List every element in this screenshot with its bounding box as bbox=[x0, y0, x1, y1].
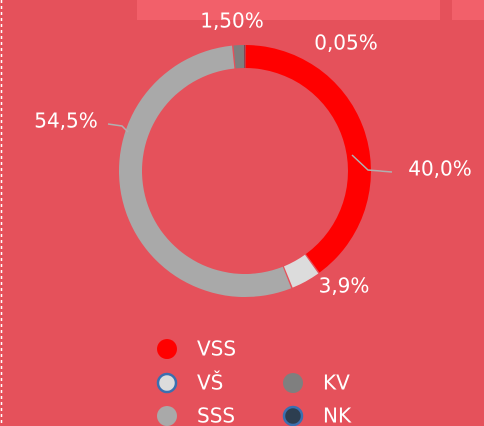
legend-label: SSS bbox=[197, 404, 235, 426]
donut-segment bbox=[245, 45, 372, 273]
labels: 40,0% 3,9% 54,5% 1,50% 0,05% bbox=[34, 9, 472, 298]
top-panel bbox=[137, 0, 440, 20]
legend: VSS VŠ SSS KV NK bbox=[156, 337, 352, 426]
legend-label: VSS bbox=[197, 337, 236, 361]
data-label: 1,50% bbox=[200, 9, 264, 33]
donut-segment bbox=[119, 45, 292, 297]
data-label: 0,05% bbox=[314, 31, 378, 55]
donut-segment bbox=[244, 45, 246, 69]
top-panel bbox=[452, 0, 484, 20]
data-label: 54,5% bbox=[34, 109, 98, 133]
legend-marker bbox=[156, 372, 178, 394]
legend-marker bbox=[282, 405, 304, 426]
donut-segment bbox=[233, 45, 245, 69]
legend-marker bbox=[157, 406, 177, 426]
data-label: 3,9% bbox=[319, 274, 370, 298]
data-label: 40,0% bbox=[408, 157, 472, 181]
legend-marker bbox=[157, 339, 177, 359]
donut-segment bbox=[283, 254, 319, 288]
legend-label: KV bbox=[323, 371, 350, 395]
leader-line bbox=[351, 154, 393, 173]
legend-marker bbox=[283, 373, 303, 393]
donut bbox=[119, 45, 372, 297]
leader-line bbox=[107, 123, 129, 133]
legend-label: VŠ bbox=[197, 371, 223, 395]
legend-label: NK bbox=[323, 404, 352, 426]
